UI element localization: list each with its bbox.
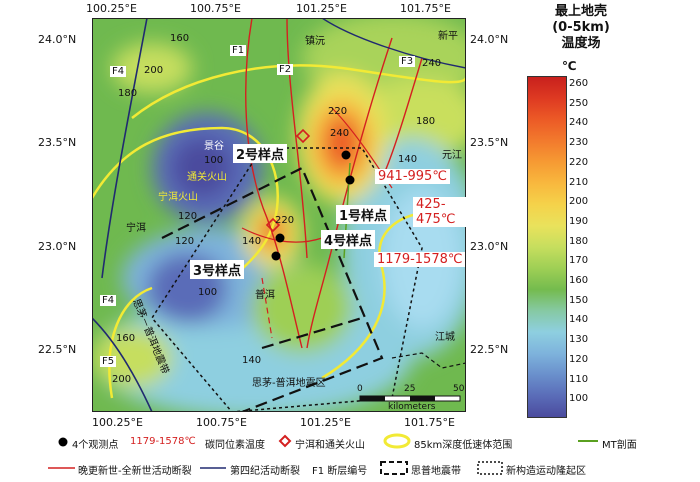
legend-volcano: 宁洱和通关火山 (295, 440, 365, 451)
isotherm-label: 160 (116, 333, 136, 344)
top-lon-4: 101.75°E (400, 2, 451, 15)
isotherm-label: 200 (112, 374, 132, 385)
scale-tick-50: 50 (453, 384, 465, 394)
legend-mt: MT剖面 (602, 440, 637, 451)
top-lon-3: 101.25°E (296, 2, 347, 15)
colorbar-tick: 170 (569, 255, 589, 267)
isotherm-label: 140 (242, 355, 262, 366)
left-lat-1: 24.0°N (38, 33, 77, 46)
isotherm-label: 200 (144, 65, 164, 76)
fault-label-f3: F3 (399, 56, 416, 67)
legend-fault-num: F1 断层编号 (312, 466, 368, 477)
colorbar-tick: 160 (569, 275, 589, 286)
sample-label-4: 4号样点 (321, 230, 376, 249)
legend-carbon: 碳同位素温度 (205, 440, 265, 451)
legend-temp-range: 1179-1578℃ (130, 436, 196, 447)
place-puer: 普洱 (255, 290, 275, 301)
legend-uplift: 新构造运动隆起区 (506, 466, 586, 477)
fault-label-f5: F5 (100, 356, 117, 367)
right-lat-2: 23.5°N (470, 136, 509, 149)
place-xinping: 新平 (438, 31, 458, 42)
right-lat-1: 24.0°N (470, 33, 509, 46)
place-zhenyuan: 镇沅 (305, 36, 325, 47)
scale-tick-25: 25 (404, 384, 416, 394)
isotherm-label: 140 (242, 236, 262, 247)
seismic-belt-label: 思茅－普洱地震带 (130, 297, 171, 376)
isotherm-label: 240 (422, 58, 442, 69)
colorbar-title-line1: 最上地壳 (554, 4, 607, 19)
colorbar (527, 76, 567, 418)
left-lat-2: 23.5°N (38, 136, 77, 149)
colorbar-unit: ℃ (562, 59, 577, 73)
colorbar-tick: 250 (569, 97, 589, 109)
legend-q-fault: 第四纪活动断裂 (230, 466, 300, 477)
left-lat-3: 23.0°N (38, 240, 77, 253)
isotherm-label: 160 (170, 33, 190, 44)
place-yuanjiang: 元江 (442, 150, 462, 161)
colorbar-tick: 240 (569, 117, 589, 129)
legend-belt: 思普地震带 (411, 466, 461, 477)
sample-label-3: 3号样点 (190, 260, 245, 279)
temperature-map (92, 18, 466, 412)
volcano-tongguan-label: 通关火山 (187, 172, 227, 183)
sample-label-1: 1号样点 (336, 205, 391, 224)
colorbar-tick: 120 (569, 353, 589, 365)
place-ninger: 宁洱 (126, 223, 146, 234)
fault-label-f4b: F4 (100, 295, 117, 306)
colorbar-tick: 210 (569, 176, 589, 188)
place-jiangcheng: 江城 (435, 332, 455, 343)
scale-tick-0: 0 (357, 384, 363, 394)
isotherm-label: 220 (328, 106, 348, 117)
colorbar-tick: 130 (569, 334, 589, 346)
fault-label-f1: F1 (230, 45, 247, 56)
bottom-lon-1: 100.25°E (92, 416, 143, 429)
colorbar-tick: 230 (569, 137, 589, 149)
sample-label-2: 2号样点 (233, 144, 288, 163)
isotherm-label: 180 (118, 88, 138, 99)
colorbar-tick: 190 (569, 215, 589, 227)
temp-label-2: 425-475℃ (413, 197, 466, 227)
isotherm-label: 120 (178, 211, 198, 222)
isotherm-label: 220 (275, 215, 295, 226)
colorbar-tick: 100 (569, 393, 589, 405)
top-lon-2: 100.75°E (190, 2, 241, 15)
top-lon-1: 100.25°E (86, 2, 137, 15)
colorbar-tick: 110 (569, 373, 589, 385)
bottom-lon-4: 101.75°E (404, 416, 455, 429)
temp-label-1: 941-995℃ (375, 169, 450, 184)
right-lat-4: 22.5°N (470, 343, 509, 356)
place-jinggu: 景谷 (204, 141, 224, 152)
bottom-lon-2: 100.75°E (196, 416, 247, 429)
colorbar-tick: 220 (569, 156, 589, 168)
colorbar-tick: 180 (569, 235, 589, 247)
legend-symbols (48, 433, 598, 475)
legend-late-fault: 晚更新世-全新世活动断裂 (78, 466, 192, 477)
legend-observation: 4个观测点 (72, 440, 119, 451)
map-label-layer: F1 F2 F3 F4 F4 F5 镇沅 新平 元江 景谷 宁洱 普洱 江城 通… (92, 18, 466, 412)
colorbar-title-line3: 温度场 (561, 36, 601, 51)
colorbar-tick: 150 (569, 294, 589, 306)
right-lat-3: 23.0°N (470, 240, 509, 253)
colorbar-tick: 260 (569, 78, 589, 89)
fault-label-f4a: F4 (110, 66, 127, 77)
colorbar-tick: 140 (569, 314, 589, 326)
colorbar-title-line2: (0-5km) (552, 20, 610, 35)
seismic-zone-label: 思茅-普洱地震区 (252, 378, 326, 389)
scale-unit: kilometers (388, 402, 436, 412)
bottom-lon-3: 101.25°E (300, 416, 351, 429)
colorbar-title: 最上地壳 (0-5km) 温度场 (517, 4, 645, 52)
isotherm-label: 120 (175, 236, 195, 247)
isotherm-label: 180 (416, 116, 436, 127)
temp-label-3: 1179-1578℃ (374, 252, 466, 267)
isotherm-label: 100 (204, 155, 224, 166)
isotherm-label: 240 (330, 128, 350, 139)
left-lat-4: 22.5°N (38, 343, 77, 356)
volcano-ninger-label: 宁洱火山 (158, 192, 198, 203)
isotherm-label: 100 (198, 287, 218, 298)
isotherm-label: 140 (398, 154, 418, 165)
fault-label-f2: F2 (277, 64, 294, 75)
colorbar-tick: 200 (569, 196, 589, 208)
legend-lowvel: 85km深度低速体范围 (414, 440, 513, 451)
